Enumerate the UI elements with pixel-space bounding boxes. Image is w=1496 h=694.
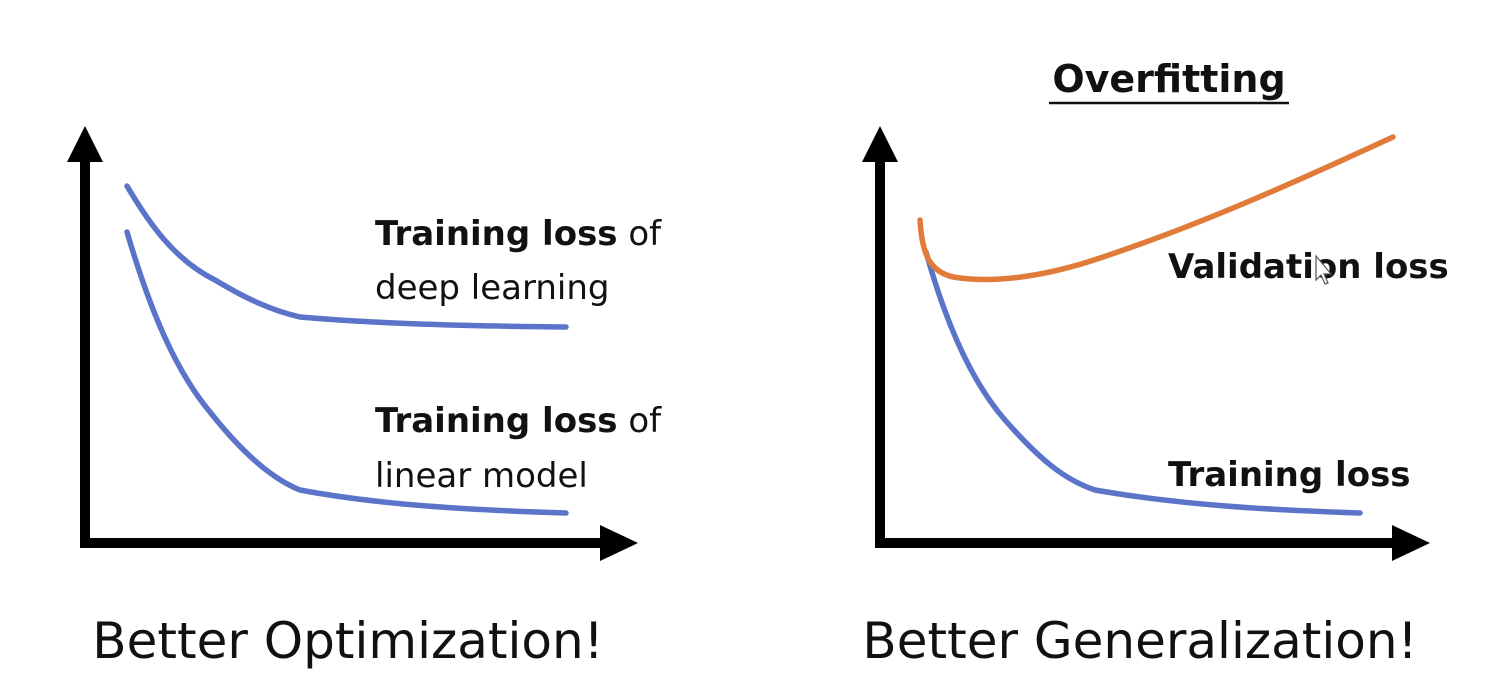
left-caption: Better Optimization! xyxy=(92,612,603,670)
left-panel: Training loss of deep learning Training … xyxy=(67,126,662,670)
deep-learning-label-of: of xyxy=(618,214,663,254)
deep-learning-label-line2: deep learning xyxy=(375,268,610,308)
validation-loss-label: Validation loss xyxy=(1168,247,1449,287)
right-panel: Overfitting Validation loss Training los… xyxy=(862,57,1449,670)
mouse-cursor-icon xyxy=(1315,254,1333,285)
linear-model-label-line2: linear model xyxy=(375,456,588,496)
deep-learning-training-loss-curve xyxy=(124,183,569,330)
right-caption: Better Generalization! xyxy=(862,612,1417,670)
right-x-axis-arrow-icon xyxy=(1392,525,1430,561)
deep-learning-label-line1: Training loss of xyxy=(375,214,662,254)
linear-model-label-bold: Training loss xyxy=(375,401,618,441)
left-x-axis-arrow-icon xyxy=(600,525,638,561)
validation-loss-curve xyxy=(917,134,1396,283)
deep-learning-label-bold: Training loss xyxy=(375,214,618,254)
left-y-axis-arrow-icon xyxy=(67,126,103,162)
linear-model-label-line1: Training loss of xyxy=(375,401,662,441)
linear-model-label-of: of xyxy=(618,401,663,441)
training-loss-curve xyxy=(923,249,1363,516)
training-loss-label: Training loss xyxy=(1168,455,1411,495)
linear-model-training-loss-curve xyxy=(124,229,569,516)
right-y-axis-arrow-icon xyxy=(862,126,898,162)
overfitting-title: Overfitting xyxy=(1052,57,1285,101)
